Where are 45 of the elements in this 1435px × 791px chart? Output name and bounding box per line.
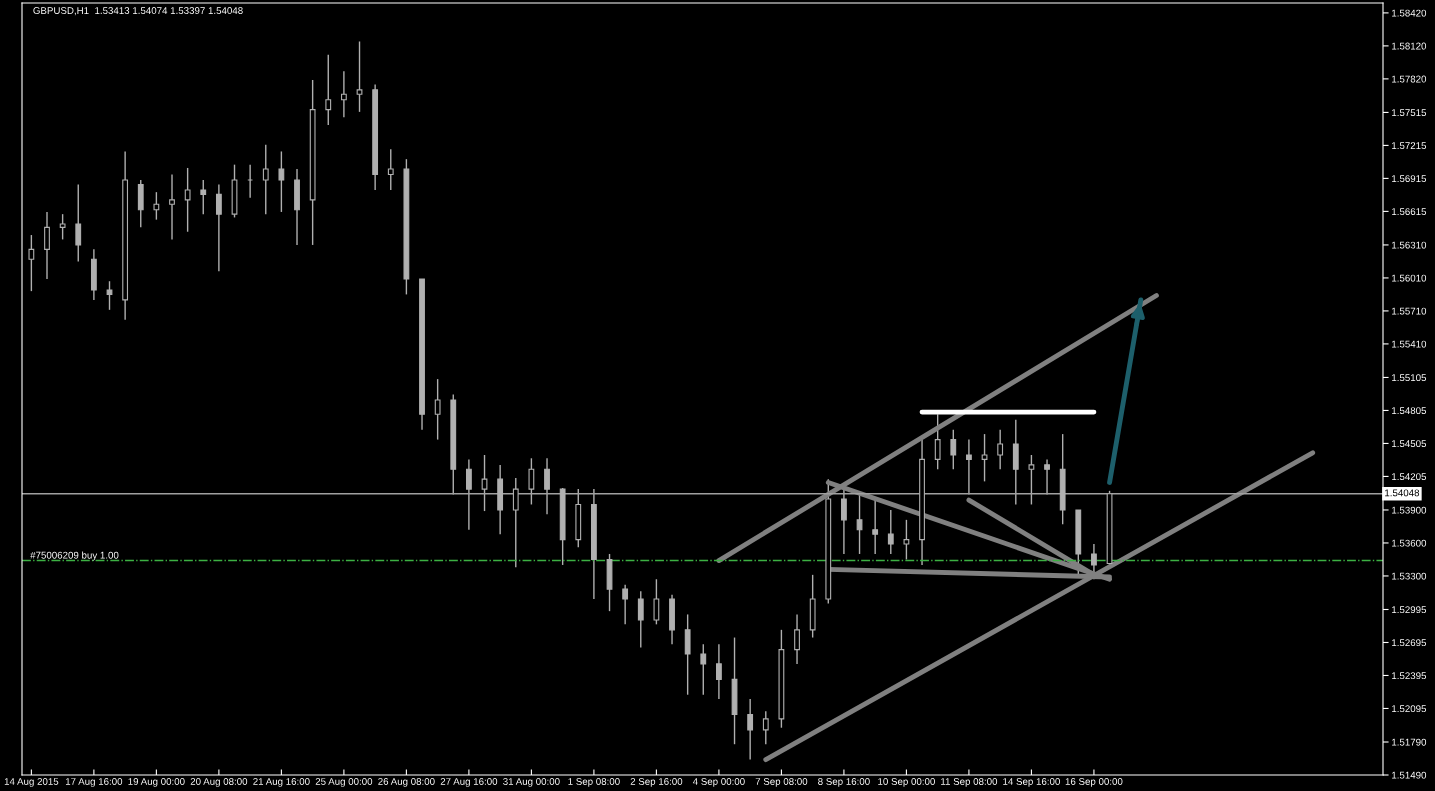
y-tick-label: 1.51790	[1392, 738, 1427, 746]
chart-title: GBPUSD,H1 1.53413 1.54074 1.53397 1.54048	[33, 7, 243, 16]
x-tick-label: 4 Sep 00:00	[692, 778, 745, 787]
x-tick-label: 31 Aug 00:00	[503, 778, 560, 787]
x-tick-label: 17 Aug 16:00	[65, 778, 123, 787]
y-tick-label: 1.56915	[1392, 175, 1427, 183]
x-tick-label: 10 Sep 00:00	[878, 778, 935, 787]
x-tick-label: 16 Sep 00:00	[1065, 778, 1123, 787]
x-tick-label: 25 Aug 00:00	[315, 778, 373, 787]
ref-line-label: #75006209 buy 1.00	[30, 551, 119, 561]
y-tick-label: 1.56010	[1392, 274, 1427, 282]
y-tick-label: 1.56615	[1392, 208, 1427, 216]
y-tick-label: 1.54805	[1392, 407, 1427, 415]
y-tick-label: 1.55105	[1392, 374, 1427, 382]
y-tick-label: 1.54505	[1392, 440, 1427, 448]
y-tick-label: 1.52095	[1392, 705, 1427, 713]
x-tick-label: 14 Aug 2015	[4, 778, 59, 787]
y-tick-label: 1.57215	[1392, 142, 1427, 150]
y-tick-label: 1.53600	[1392, 539, 1427, 547]
y-tick-label: 1.51490	[1392, 771, 1427, 779]
y-tick-label: 1.58420	[1392, 9, 1427, 17]
x-tick-label: 21 Aug 16:00	[253, 778, 310, 787]
x-tick-label: 7 Sep 08:00	[755, 778, 808, 787]
x-tick-label: 1 Sep 08:00	[568, 778, 620, 787]
x-tick-label: 27 Aug 16:00	[440, 778, 498, 787]
x-tick-label: 19 Aug 00:00	[128, 778, 185, 787]
x-tick-label: 2 Sep 16:00	[630, 778, 683, 787]
x-tick-label: 26 Aug 08:00	[378, 778, 435, 787]
x-tick-label: 8 Sep 16:00	[818, 778, 870, 787]
y-tick-label: 1.54205	[1392, 473, 1427, 481]
y-tick-label: 1.58120	[1392, 42, 1427, 50]
ref-line-label: 1.54048	[1385, 489, 1420, 497]
y-tick-label: 1.53300	[1392, 572, 1427, 580]
y-tick-label: 1.52395	[1392, 672, 1427, 680]
y-tick-label: 1.52995	[1392, 606, 1427, 614]
x-tick-label: 20 Aug 08:00	[190, 778, 248, 787]
y-tick-label: 1.57515	[1392, 109, 1427, 117]
x-tick-label: 11 Sep 08:00	[941, 778, 998, 787]
y-tick-label: 1.53900	[1392, 506, 1427, 514]
y-tick-label: 1.52695	[1392, 639, 1427, 647]
x-tick-label: 14 Sep 16:00	[1003, 778, 1060, 787]
y-tick-label: 1.56310	[1392, 241, 1427, 249]
y-tick-label: 1.55710	[1392, 307, 1427, 315]
y-tick-label: 1.57820	[1392, 75, 1427, 83]
y-tick-label: 1.55410	[1392, 340, 1427, 348]
